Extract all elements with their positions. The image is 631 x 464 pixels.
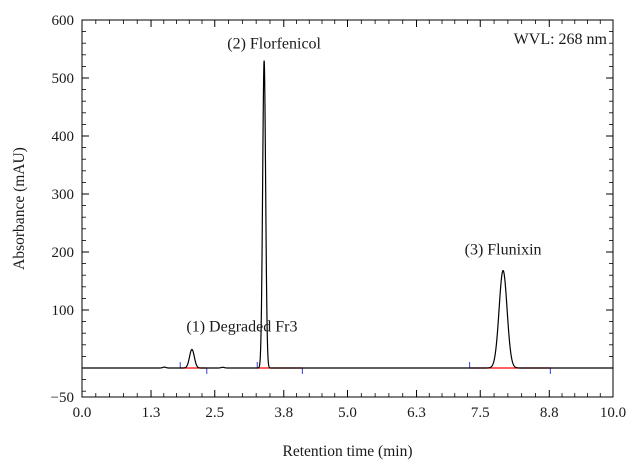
x-tick-label: 10.0 — [600, 405, 626, 421]
x-tick-label: 8.8 — [540, 405, 559, 421]
series-layer — [82, 60, 613, 374]
label-layer: (1) Degraded Fr3 (2) Florfenicol (3) Fluni… — [11, 31, 608, 460]
y-tick-label: 200 — [52, 245, 75, 261]
y-tick-label: 600 — [52, 13, 75, 29]
x-tick-label: 2.5 — [205, 405, 224, 421]
y-tick-label: 100 — [52, 303, 75, 319]
y-tick-label: −50 — [51, 390, 74, 406]
y-tick-label: 400 — [52, 129, 75, 145]
peak-label: (2) Florfenicol — [227, 36, 321, 53]
x-tick-label: 5.0 — [338, 405, 357, 421]
x-tick-label: 3.8 — [274, 405, 293, 421]
y-axis-title: Absorbance (mAU) — [11, 147, 28, 270]
x-tick-label: 0.0 — [73, 405, 92, 421]
chromatogram-trace — [82, 60, 613, 369]
x-tick-label: 6.3 — [407, 405, 426, 421]
x-tick-label: 7.5 — [471, 405, 490, 421]
y-tick-label: 300 — [52, 187, 75, 203]
peak-label: (1) Degraded Fr3 — [186, 318, 297, 335]
x-axis-title: Retention time (min) — [282, 443, 412, 460]
peak-label: (3) Flunixin — [465, 242, 542, 259]
plot-frame — [81, 19, 614, 398]
tick-layer: 0.0 1.3 2.5 3.8 5.0 6.3 7.5 8.8 10.0 −50 100 200 300… — [51, 13, 627, 421]
x-tick-label: 1.3 — [142, 405, 161, 421]
wavelength-label: WVL: 268 nm — [514, 31, 608, 48]
y-tick-label: 500 — [52, 71, 75, 87]
